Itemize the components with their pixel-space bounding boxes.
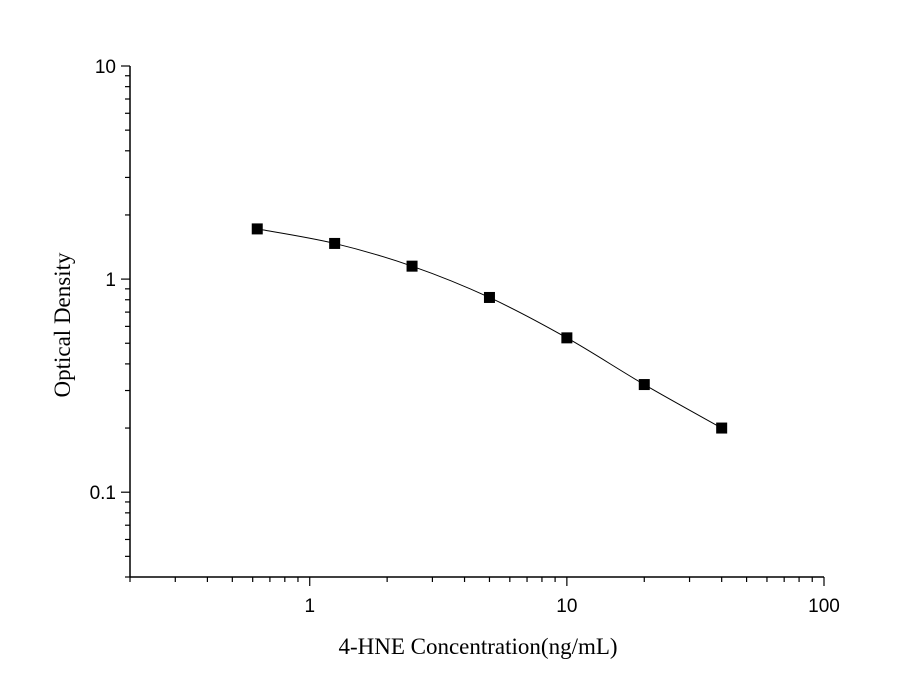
data-point-marker	[716, 422, 728, 434]
y-tick-label: 10	[95, 57, 116, 78]
data-point-marker	[483, 291, 495, 303]
data-point-marker	[251, 223, 263, 235]
data-point-marker	[406, 260, 418, 272]
x-tick-label: 100	[808, 596, 840, 617]
data-point-marker	[638, 379, 650, 391]
tick-labels: 1 10 100 0.1 1 10	[90, 57, 840, 617]
data-point-marker	[329, 237, 341, 249]
fit-curve	[257, 228, 722, 429]
axes	[129, 66, 824, 578]
y-tick-label: 1	[105, 270, 116, 291]
x-axis-title: 4-HNE Concentration(ng/mL)	[338, 634, 617, 659]
x-tick-label: 1	[304, 596, 315, 617]
tick-marks	[121, 65, 825, 586]
x-tick-label: 10	[556, 596, 577, 617]
y-axis-title: Optical Density	[50, 252, 75, 397]
data-point-marker	[561, 332, 573, 344]
y-tick-label: 0.1	[90, 483, 116, 504]
data-series	[251, 223, 728, 434]
